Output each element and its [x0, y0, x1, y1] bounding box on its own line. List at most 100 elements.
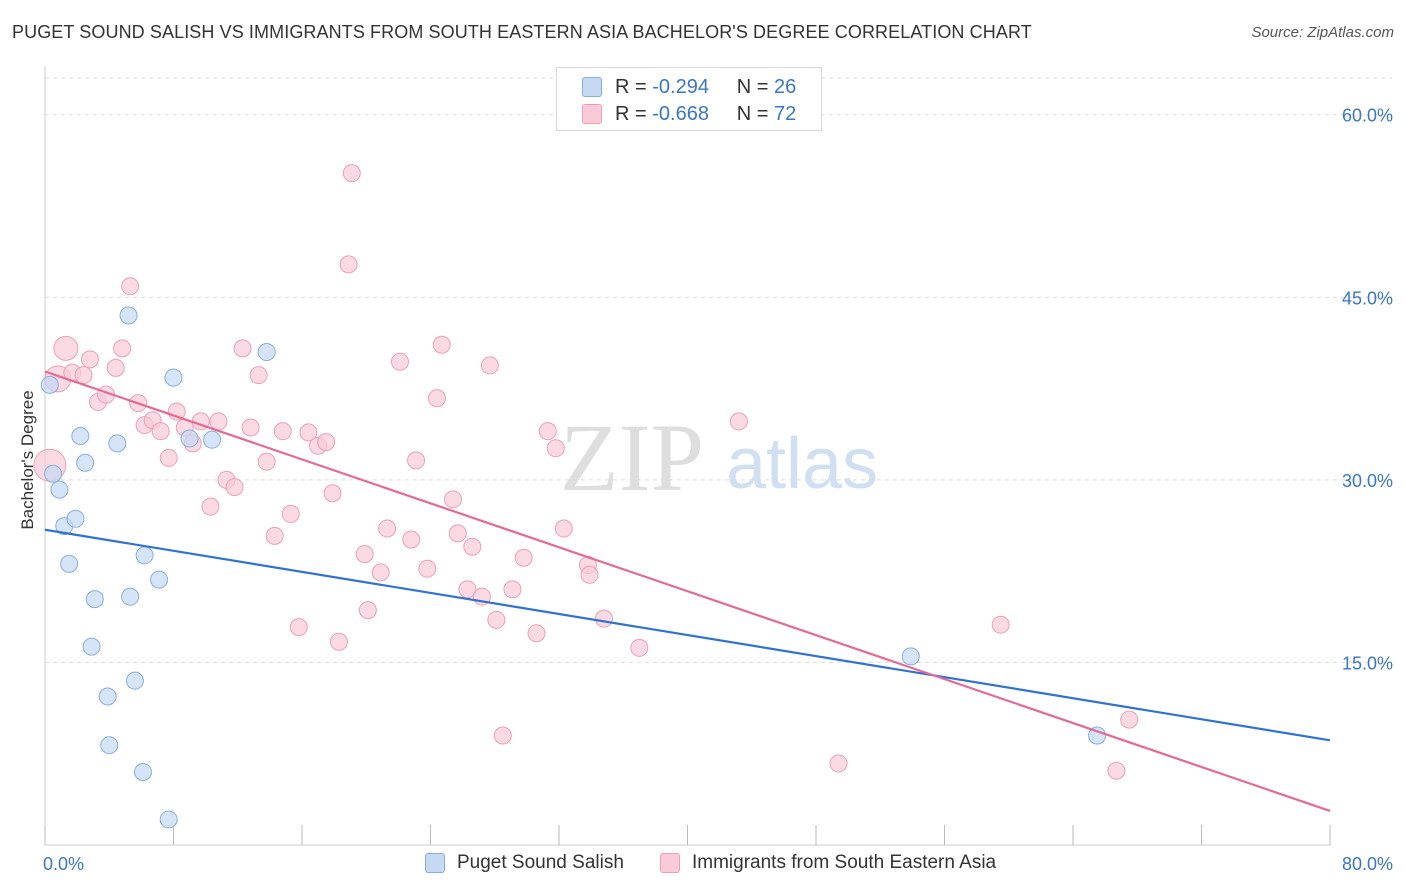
data-point-sea — [432, 335, 451, 354]
data-point-sea — [339, 255, 358, 274]
data-point-sea — [289, 618, 308, 637]
data-point-salish — [40, 375, 59, 394]
watermark: ZIP atlas — [560, 404, 878, 511]
data-point-sea — [448, 524, 467, 543]
legend-swatch-salish — [582, 77, 602, 97]
data-point-sea — [329, 632, 348, 651]
data-point-salish — [108, 434, 127, 453]
y-tick-labels: 15.0% 30.0% 45.0% 60.0% — [1342, 106, 1393, 674]
legend-n-label: N = — [736, 102, 769, 125]
legend-r-value: -0.668 — [652, 102, 709, 125]
data-point-sea — [106, 358, 125, 377]
data-point-sea — [514, 548, 533, 567]
data-point-sea — [358, 601, 377, 620]
legend-swatch-sea — [582, 104, 602, 124]
data-point-sea — [299, 423, 318, 442]
legend-swatch-sea — [660, 853, 680, 873]
legend-n-value: 72 — [774, 102, 797, 125]
data-point-sea — [355, 545, 374, 564]
data-point-salish — [60, 554, 79, 573]
legend-r-label: R = — [615, 102, 647, 125]
watermark-atlas: atlas — [726, 424, 878, 504]
data-point-sea — [443, 490, 462, 509]
data-point-salish — [119, 306, 138, 325]
data-point-sea — [407, 451, 426, 470]
gridlines — [45, 77, 1392, 663]
data-point-salish — [901, 647, 920, 666]
chart-title: PUGET SOUND SALISH VS IMMIGRANTS FROM SO… — [12, 22, 1032, 42]
data-point-sea — [281, 504, 300, 523]
data-point-sea — [80, 350, 99, 369]
data-point-sea — [265, 526, 284, 545]
stats-legend: R = -0.294 N = 26 R = -0.668 N = 72 — [556, 67, 822, 131]
trend-line-salish — [44, 528, 1331, 742]
data-point-sea — [402, 530, 421, 549]
data-point-sea — [480, 356, 499, 375]
data-point-sea — [113, 339, 132, 358]
series-legend-label: Immigrants from South Eastern Asia — [692, 852, 997, 873]
data-point-sea — [209, 412, 228, 431]
data-point-sea — [418, 559, 437, 578]
data-point-salish — [257, 343, 276, 362]
data-point-sea — [829, 754, 848, 773]
stats-legend-row-salish: R = -0.294 N = 26 — [582, 74, 797, 100]
data-point-sea — [159, 448, 178, 467]
data-point-sea — [342, 164, 361, 183]
data-point-sea — [323, 484, 342, 503]
data-point-salish — [44, 464, 63, 483]
data-point-sea — [225, 478, 244, 497]
data-point-sea — [991, 615, 1010, 634]
data-point-sea — [503, 580, 522, 599]
series-legend-item-salish: Puget Sound Salish — [425, 852, 624, 874]
data-point-salish — [203, 430, 222, 449]
data-point-sea — [729, 412, 748, 431]
series-legend: Puget Sound Salish Immigrants from South… — [0, 848, 1406, 880]
data-point-sea — [201, 497, 220, 516]
trend-line-sea — [44, 370, 1331, 812]
data-point-salish — [85, 590, 104, 609]
data-point-salish — [98, 687, 117, 706]
data-point-salish — [121, 587, 140, 606]
data-point-sea — [538, 422, 557, 441]
data-point-salish — [82, 637, 101, 656]
data-point-sea — [151, 422, 170, 441]
data-point-salish — [71, 427, 90, 446]
data-point-salish — [1088, 726, 1107, 745]
data-point-sea — [390, 352, 409, 371]
data-point-sea — [53, 335, 79, 361]
legend-swatch-salish — [425, 853, 445, 873]
data-points — [33, 164, 1139, 829]
data-point-salish — [180, 429, 199, 448]
data-point-salish — [76, 453, 95, 472]
data-point-sea — [241, 418, 260, 437]
stats-legend-row-sea: R = -0.668 N = 72 — [582, 101, 797, 127]
data-point-sea — [546, 439, 565, 458]
legend-n-label: N = — [736, 75, 769, 98]
data-point-sea — [74, 366, 93, 385]
data-point-salish — [133, 762, 152, 781]
y-tick-label: 60.0% — [1342, 106, 1393, 126]
data-point-sea — [249, 366, 268, 385]
data-point-sea — [121, 277, 140, 296]
y-axis-title: Bachelor's Degree — [18, 390, 37, 530]
data-point-salish — [100, 736, 119, 755]
data-point-salish — [66, 509, 85, 528]
y-tick-label: 30.0% — [1342, 471, 1393, 491]
data-point-sea — [427, 389, 446, 408]
data-point-salish — [159, 810, 178, 829]
x-tick-labels: 0.0% 80.0% — [43, 854, 1393, 874]
data-point-sea — [463, 537, 482, 556]
data-point-salish — [135, 546, 154, 565]
y-tick-label: 15.0% — [1342, 653, 1393, 673]
data-point-sea — [233, 339, 252, 358]
data-point-sea — [493, 726, 512, 745]
data-point-sea — [554, 519, 573, 538]
data-point-sea — [257, 452, 276, 471]
x-tick-label: 0.0% — [43, 854, 84, 874]
watermark-zip: ZIP — [560, 404, 704, 511]
data-point-salish — [125, 671, 144, 690]
legend-n-value: 26 — [774, 75, 797, 98]
data-point-salish — [164, 368, 183, 387]
data-point-sea — [630, 638, 649, 657]
data-point-sea — [527, 624, 546, 643]
